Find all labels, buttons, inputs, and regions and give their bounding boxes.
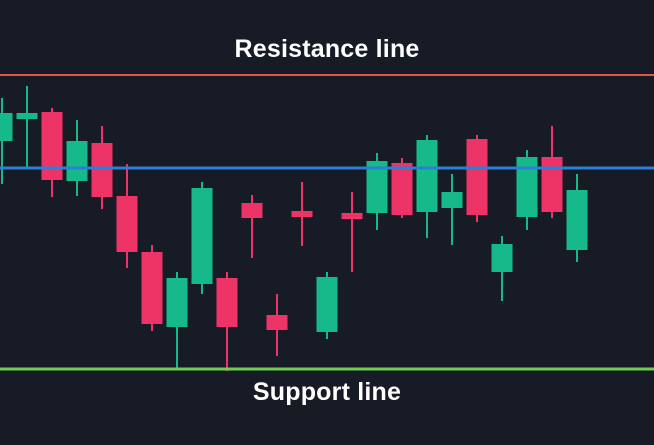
candle-body <box>566 190 588 250</box>
candle-wick <box>451 174 453 245</box>
candle-body <box>516 157 538 217</box>
candle-body <box>191 188 213 284</box>
candle-body <box>266 315 288 330</box>
candle-body <box>341 213 363 219</box>
candle-body <box>541 157 563 212</box>
candle-body <box>166 278 188 327</box>
midline <box>0 166 654 170</box>
support-line <box>0 367 654 371</box>
candle-body <box>41 112 63 180</box>
candle-body <box>366 161 388 213</box>
candles-layer <box>0 86 588 371</box>
candle-body <box>0 113 13 141</box>
candle-body <box>391 163 413 215</box>
candle-wick <box>351 192 353 272</box>
candle-body <box>116 196 138 252</box>
candle-body <box>441 192 463 208</box>
candle-body <box>491 244 513 272</box>
candle-body <box>291 211 313 217</box>
candle-body <box>66 141 88 181</box>
candle-body <box>466 139 488 215</box>
candle-body <box>141 252 163 324</box>
candle-body <box>216 278 238 327</box>
resistance-line <box>0 74 654 76</box>
candle-body <box>316 277 338 332</box>
candle-wick <box>251 195 253 258</box>
candle-body <box>16 113 38 119</box>
candle-wick <box>26 86 28 168</box>
candle-body <box>91 143 113 197</box>
candle-body <box>416 140 438 212</box>
candle-body <box>241 203 263 218</box>
annotation-lines-layer <box>0 74 654 371</box>
